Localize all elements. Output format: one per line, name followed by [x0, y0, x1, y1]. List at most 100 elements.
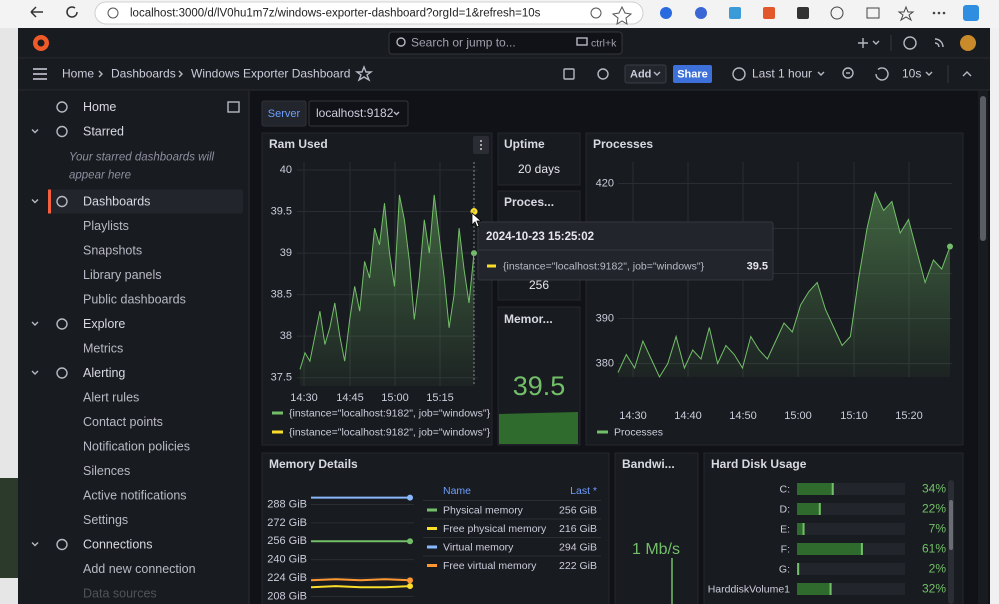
y-tick-label: 224 GiB: [267, 572, 307, 584]
share-button[interactable]: [673, 65, 712, 83]
legend-label[interactable]: {instance="localhost:9182", job="windows…: [289, 426, 491, 438]
split-screen[interactable]: [866, 7, 880, 19]
menu-item[interactable]: Home: [83, 100, 116, 114]
add-label: Add: [630, 68, 651, 80]
menu-item[interactable]: Connections: [83, 537, 153, 551]
menu-dot: [480, 140, 482, 142]
extension[interactable]: [763, 7, 775, 19]
expand-chevron[interactable]: [31, 321, 39, 326]
disk-name: D:: [780, 503, 791, 515]
dock-sidebar[interactable]: [227, 101, 240, 113]
menu-item[interactable]: Alerting: [83, 366, 125, 380]
breadcrumb-home[interactable]: Home: [62, 67, 94, 81]
new-chevron: [872, 40, 880, 45]
news-button[interactable]: [934, 38, 944, 48]
menu-subitem[interactable]: Notification policies: [83, 439, 190, 453]
tooltip-time: 2024-10-23 15:25:02: [486, 231, 594, 243]
menu-subitem[interactable]: Silences: [83, 464, 130, 478]
back-button[interactable]: [30, 6, 43, 18]
stat-value: 39.5: [513, 371, 566, 401]
user-avatar[interactable]: [960, 35, 976, 51]
extension[interactable]: [729, 7, 741, 19]
extension[interactable]: [797, 7, 809, 19]
star-button[interactable]: [354, 65, 374, 82]
legend-label[interactable]: Free physical memory: [443, 523, 547, 535]
menu-dot: [480, 148, 482, 150]
legend-label[interactable]: Free virtual memory: [443, 560, 537, 572]
menu-dot[interactable]: [932, 11, 936, 15]
menu-toggle[interactable]: [33, 68, 47, 80]
add-button[interactable]: [624, 64, 667, 84]
menu-subitem[interactable]: Public dashboards: [83, 292, 186, 306]
address-bar[interactable]: [94, 1, 644, 25]
panel-title: Processes: [593, 137, 653, 151]
expand-chevron[interactable]: [31, 199, 39, 204]
reload-button[interactable]: [66, 6, 78, 18]
menu-item[interactable]: Explore: [83, 317, 125, 331]
gauge-value: 22%: [922, 502, 946, 516]
menu-subitem[interactable]: Settings: [83, 513, 128, 527]
expand-chevron[interactable]: [31, 129, 39, 134]
extension[interactable]: [830, 6, 844, 20]
table-header: Last *: [570, 485, 597, 497]
scrollbar-thumb[interactable]: [980, 96, 986, 241]
menu-icon: [56, 538, 68, 551]
extension[interactable]: [695, 7, 707, 19]
y-tick-label: 38: [280, 330, 292, 342]
menu-subitem[interactable]: Library panels: [83, 268, 162, 282]
site-info-icon[interactable]: [107, 7, 119, 19]
menu-subitem[interactable]: Snapshots: [83, 243, 142, 257]
new-button[interactable]: [858, 38, 868, 48]
menu-subitem[interactable]: Playlists: [83, 219, 129, 233]
legend-label[interactable]: Virtual memory: [443, 541, 514, 553]
menu-subitem[interactable]: Contact points: [83, 415, 163, 429]
gauge-value: 7%: [929, 522, 947, 536]
x-tick-label: 15:10: [840, 410, 868, 422]
legend-label[interactable]: {instance="localhost:9182", job="windows…: [289, 407, 491, 419]
refresh-interval[interactable]: 10s: [902, 67, 921, 81]
menu-subitem[interactable]: Add new connection: [83, 562, 196, 576]
menu-subitem[interactable]: Data sources: [83, 586, 157, 600]
y-tick-label: 39: [280, 247, 292, 259]
keyboard-icon: [576, 37, 588, 46]
legend-label[interactable]: Physical memory: [443, 504, 524, 516]
help-button[interactable]: [903, 36, 917, 50]
series-end-point: [407, 577, 413, 584]
breadcrumb-current: Windows Exporter Dashboard: [191, 67, 350, 81]
variable-select[interactable]: [308, 100, 409, 127]
table-header: Name: [443, 485, 471, 497]
expand-chevron[interactable]: [31, 542, 39, 547]
legend-label[interactable]: Processes: [614, 426, 663, 438]
breadcrumb-dashboards[interactable]: Dashboards: [111, 67, 176, 81]
menu-item[interactable]: Dashboards: [83, 194, 150, 208]
panel-scrollbar-thumb[interactable]: [949, 500, 953, 550]
zoom-out[interactable]: [842, 67, 854, 79]
x-tick-label: 14:45: [336, 392, 364, 404]
gauge-value: 34%: [922, 482, 946, 496]
add-chevron: [653, 71, 661, 76]
menu-subitem[interactable]: Active notifications: [83, 488, 187, 502]
panel-title: Proces...: [504, 195, 554, 209]
settings-button[interactable]: [597, 68, 609, 80]
refresh-chevron: [925, 71, 933, 76]
menu-icon: [56, 125, 68, 138]
expand-chevron[interactable]: [31, 370, 39, 375]
panel-uptime: [497, 132, 581, 186]
refresh-button[interactable]: [875, 67, 889, 81]
panel-bandwidth: [614, 452, 699, 604]
search-box[interactable]: [388, 31, 623, 55]
favorite-icon[interactable]: [611, 5, 633, 25]
menu-subitem[interactable]: Metrics: [83, 341, 123, 355]
gauge-track: [797, 503, 905, 515]
collapse-toolbar[interactable]: [962, 71, 972, 77]
favorites[interactable]: [897, 5, 915, 22]
time-range[interactable]: Last 1 hour: [752, 67, 812, 81]
extension[interactable]: [660, 7, 672, 19]
x-tick-label: 15:15: [426, 392, 454, 404]
read-aloud-icon[interactable]: [590, 7, 602, 19]
menu-item[interactable]: Starred: [83, 124, 124, 138]
copilot[interactable]: [963, 5, 979, 21]
menu-subitem[interactable]: Alert rules: [83, 390, 139, 404]
disk-name: HarddiskVolume1: [708, 583, 790, 595]
save-button[interactable]: [563, 68, 575, 80]
